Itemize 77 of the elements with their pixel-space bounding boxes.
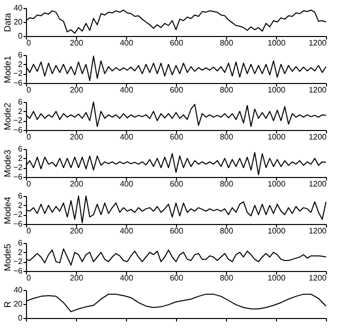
- x-tick-label: 1200: [308, 132, 328, 142]
- y-tick-label: −2: [13, 116, 24, 126]
- x-tick-label: 200: [70, 226, 84, 236]
- x-tick-label: 200: [70, 86, 84, 94]
- y-axis-title: Mode1: [2, 56, 12, 84]
- y-axis-title: Data: [2, 12, 13, 32]
- y-axis-title: Mode3: [2, 150, 12, 178]
- y-tick-label: −2: [13, 257, 24, 266]
- y-tick-label: 2: [18, 106, 24, 116]
- y-tick-label: 20: [14, 300, 24, 308]
- x-tick-label: 400: [120, 180, 134, 188]
- y-axis-title: Mode5: [2, 244, 12, 272]
- y-tick-label: 40: [14, 4, 24, 12]
- y-tick-label: 20: [14, 18, 24, 26]
- x-tick-label: 400: [120, 38, 134, 48]
- y-tick-label: 40: [14, 286, 24, 294]
- x-tick-label: 800: [220, 226, 234, 236]
- y-tick-label: −2: [13, 210, 24, 220]
- line-series: [26, 152, 326, 176]
- x-tick-label: 0: [26, 226, 32, 236]
- x-tick-label: 0: [26, 180, 32, 188]
- x-tick-label: 600: [170, 132, 184, 142]
- x-tick-label: 0: [26, 38, 32, 48]
- x-tick-label: 600: [170, 226, 184, 236]
- y-axis-title: R: [2, 300, 13, 308]
- x-tick-label: 0: [26, 132, 32, 142]
- x-tick-label: 600: [170, 180, 184, 188]
- x-tick-label: 200: [70, 38, 84, 48]
- x-tick-label: 1000: [268, 86, 286, 94]
- y-tick-label: 2: [18, 60, 24, 69]
- y-axis-title: Mode4: [2, 196, 12, 224]
- x-tick-label: 0: [26, 86, 32, 94]
- y-tick-label: 2: [18, 248, 24, 257]
- x-tick-label: 1000: [268, 274, 286, 282]
- x-tick-label: 1000: [268, 132, 286, 142]
- x-tick-label: 800: [220, 38, 234, 48]
- line-series: [26, 102, 326, 127]
- x-tick-label: 200: [70, 274, 84, 282]
- x-tick-label: 400: [120, 86, 134, 94]
- x-tick-label: 1200: [308, 86, 328, 94]
- x-tick-label: 1000: [268, 226, 286, 236]
- y-tick-label: 6: [18, 238, 24, 248]
- x-tick-label: 1000: [268, 180, 286, 188]
- x-tick-label: 400: [120, 274, 134, 282]
- x-tick-label: 1200: [308, 226, 328, 236]
- y-tick-label: 0: [18, 32, 24, 40]
- y-tick-label: −6: [13, 172, 24, 182]
- x-tick-label: 0: [26, 274, 32, 282]
- x-tick-label: 600: [170, 86, 184, 94]
- y-tick-label: −2: [13, 69, 24, 78]
- y-tick-label: 6: [18, 50, 24, 60]
- x-tick-label: 800: [220, 180, 234, 188]
- x-tick-label: 1200: [308, 180, 328, 188]
- y-tick-label: 6: [18, 98, 24, 106]
- y-tick-label: 2: [18, 200, 24, 210]
- y-tick-label: −6: [13, 126, 24, 134]
- y-tick-label: −2: [13, 163, 24, 172]
- y-tick-label: 6: [18, 144, 24, 154]
- x-tick-label: 600: [170, 274, 184, 282]
- y-tick-label: −6: [13, 78, 24, 88]
- y-tick-label: 6: [18, 192, 24, 200]
- y-tick-label: −6: [13, 266, 24, 276]
- x-tick-label: 800: [220, 274, 234, 282]
- x-tick-label: 200: [70, 132, 84, 142]
- x-tick-label: 1200: [308, 274, 328, 282]
- y-tick-label: 2: [18, 154, 24, 163]
- x-tick-label: 200: [70, 180, 84, 188]
- y-tick-label: −6: [13, 220, 24, 228]
- x-tick-label: 800: [220, 86, 234, 94]
- y-tick-label: 0: [18, 314, 24, 322]
- y-axis-title: Mode2: [2, 102, 12, 130]
- x-tick-label: 800: [220, 132, 234, 142]
- x-tick-label: 1000: [268, 38, 286, 48]
- x-tick-label: 1200: [308, 38, 328, 48]
- x-tick-label: 600: [170, 38, 184, 48]
- x-tick-label: 400: [120, 226, 134, 236]
- x-tick-label: 400: [120, 132, 134, 142]
